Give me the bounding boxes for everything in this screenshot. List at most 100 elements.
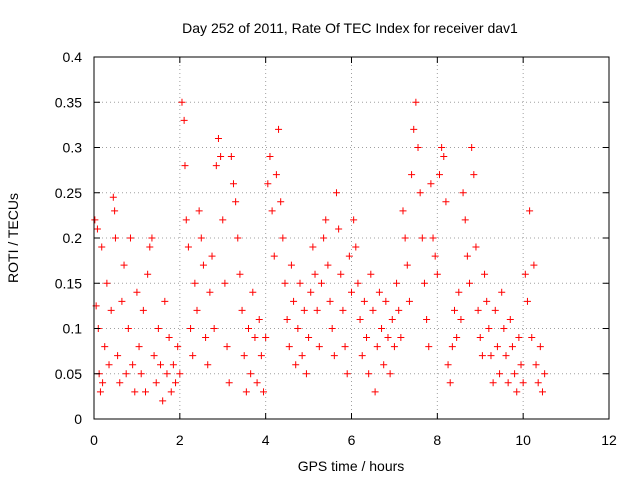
data-point bbox=[266, 153, 274, 161]
data-point bbox=[517, 361, 525, 369]
data-point bbox=[191, 279, 199, 287]
data-point bbox=[221, 279, 229, 287]
data-point bbox=[384, 334, 392, 342]
data-point bbox=[457, 315, 465, 323]
data-point bbox=[124, 325, 132, 332]
y-tick-label: 0 bbox=[74, 411, 82, 427]
data-point bbox=[302, 370, 310, 378]
data-point bbox=[122, 370, 130, 378]
data-point bbox=[272, 171, 280, 179]
data-point bbox=[182, 216, 190, 224]
data-point bbox=[247, 370, 255, 378]
y-tick-label: 0.2 bbox=[63, 230, 83, 246]
data-point bbox=[91, 216, 99, 224]
data-point bbox=[528, 334, 536, 342]
data-point bbox=[309, 243, 317, 251]
data-point bbox=[139, 306, 147, 314]
data-point bbox=[418, 234, 426, 242]
data-point bbox=[444, 361, 452, 369]
data-point bbox=[414, 144, 422, 151]
data-point bbox=[300, 306, 308, 314]
data-point bbox=[538, 388, 546, 396]
data-point bbox=[345, 252, 353, 260]
data-point bbox=[350, 216, 358, 224]
data-point bbox=[354, 279, 362, 287]
data-point bbox=[401, 234, 409, 242]
data-point bbox=[472, 243, 480, 251]
data-point bbox=[461, 216, 469, 224]
data-point bbox=[405, 297, 413, 305]
data-point bbox=[232, 198, 240, 206]
data-point bbox=[214, 134, 222, 142]
data-point bbox=[541, 370, 549, 378]
data-point bbox=[536, 343, 544, 351]
data-point bbox=[478, 352, 486, 360]
data-point bbox=[348, 288, 355, 296]
data-point bbox=[416, 189, 424, 197]
data-point bbox=[500, 325, 508, 332]
data-point bbox=[521, 270, 529, 278]
data-point bbox=[204, 361, 212, 369]
data-point bbox=[165, 334, 173, 342]
data-point bbox=[388, 315, 396, 323]
data-point bbox=[453, 334, 461, 342]
data-point bbox=[270, 252, 278, 260]
data-point bbox=[446, 379, 454, 387]
data-point bbox=[187, 325, 195, 332]
data-point bbox=[332, 189, 340, 197]
data-point bbox=[328, 325, 336, 332]
data-point bbox=[408, 171, 416, 179]
data-point bbox=[508, 343, 516, 351]
data-point bbox=[146, 243, 154, 251]
data-point bbox=[193, 306, 201, 314]
x-tick-label: 6 bbox=[348, 432, 356, 448]
data-point bbox=[427, 180, 435, 188]
data-point bbox=[180, 116, 188, 124]
data-point bbox=[208, 252, 216, 260]
data-point bbox=[433, 270, 441, 278]
data-point bbox=[523, 297, 531, 305]
chart-title: Day 252 of 2011, Rate Of TEC Index for r… bbox=[182, 20, 518, 36]
data-point bbox=[339, 306, 347, 314]
data-point bbox=[532, 361, 540, 369]
data-point bbox=[320, 234, 328, 242]
x-tick-label: 10 bbox=[515, 432, 531, 448]
data-point bbox=[240, 352, 248, 360]
data-point bbox=[118, 297, 126, 305]
data-point bbox=[225, 379, 233, 387]
data-point bbox=[489, 379, 497, 387]
y-tick-label: 0.4 bbox=[63, 49, 83, 65]
data-point bbox=[343, 370, 351, 378]
data-point bbox=[281, 279, 289, 287]
data-point bbox=[234, 234, 242, 242]
data-point bbox=[403, 261, 411, 269]
data-point bbox=[176, 370, 184, 378]
data-point bbox=[260, 388, 268, 396]
data-point bbox=[210, 325, 218, 332]
data-point bbox=[167, 388, 175, 396]
x-axis-label: GPS time / hours bbox=[298, 458, 405, 474]
data-point bbox=[242, 388, 250, 396]
data-point bbox=[425, 343, 433, 351]
data-point bbox=[150, 352, 158, 360]
data-point bbox=[371, 388, 379, 396]
data-point bbox=[506, 315, 514, 323]
data-point bbox=[101, 343, 109, 351]
data-point bbox=[169, 361, 177, 369]
data-point bbox=[410, 125, 418, 133]
data-point bbox=[212, 162, 220, 170]
data-point bbox=[107, 306, 115, 314]
data-point bbox=[148, 234, 156, 242]
data-point bbox=[483, 297, 491, 305]
x-tick-label: 2 bbox=[176, 432, 184, 448]
data-point bbox=[515, 334, 523, 342]
data-point bbox=[236, 270, 244, 278]
data-point bbox=[144, 270, 152, 278]
data-point bbox=[420, 279, 428, 287]
data-point bbox=[358, 352, 366, 360]
data-point bbox=[382, 297, 390, 305]
data-point bbox=[129, 361, 137, 369]
data-point bbox=[395, 306, 403, 314]
data-point bbox=[255, 315, 263, 323]
